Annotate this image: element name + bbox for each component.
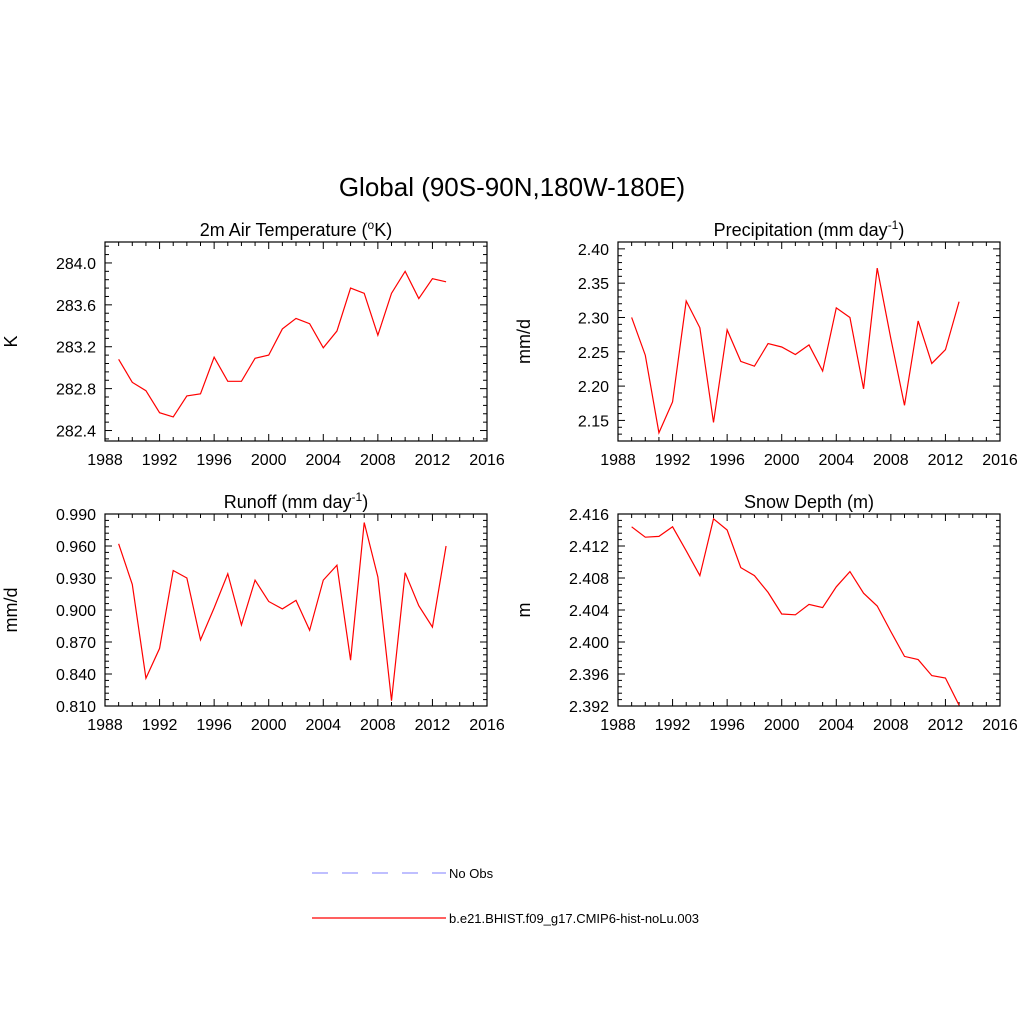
x-tick-label: 2008	[360, 717, 396, 734]
panels-group: 2m Air Temperature (oK) K 1988 1992 1996 2000…	[1, 218, 1018, 734]
x-tick-label: 2004	[305, 717, 341, 734]
x-tick-label: 2004	[305, 452, 341, 469]
x-tick-label: 2000	[251, 452, 287, 469]
y-tick-label: 0.810	[56, 699, 96, 716]
x-tick-label: 1996	[196, 452, 232, 469]
y-axis-label: m	[514, 603, 534, 618]
x-tick-label: 1988	[600, 717, 636, 734]
x-tick-label: 1996	[196, 717, 232, 734]
legend-label-2: b.e21.BHIST.f09_g17.CMIP6-hist-noLu.003	[449, 911, 699, 926]
x-tick-label: 1988	[600, 452, 636, 469]
panel-title-superscript: -1	[352, 490, 363, 504]
plot-frame	[104, 513, 488, 707]
y-tick-label: 2.35	[578, 276, 609, 293]
y-axis-label: K	[1, 335, 21, 347]
panel-title: Snow Depth (m)	[744, 492, 874, 512]
series-line-1	[631, 517, 960, 706]
y-tick-label: 2.40	[578, 242, 609, 259]
x-tick-label: 1992	[142, 452, 178, 469]
y-tick-label: 2.30	[578, 310, 609, 327]
y-tick-label: 2.396	[569, 667, 609, 684]
x-tick-label: 2016	[469, 452, 505, 469]
panel-title-suffix: )	[898, 220, 904, 240]
panel-title: Precipitation (mm day-1)	[714, 218, 905, 240]
y-axis-label: mm/d	[514, 319, 534, 364]
y-tick-label: 283.6	[56, 298, 96, 315]
plot-frame	[617, 241, 1001, 442]
x-tick-label: 2012	[928, 452, 964, 469]
y-tick-label: 0.840	[56, 667, 96, 684]
chart-panel-2: Precipitation (mm day-1) mm/d 1988 1992 1996…	[514, 218, 1018, 469]
x-tick-label: 2008	[873, 452, 909, 469]
x-tick-label: 1992	[655, 717, 691, 734]
chart-panel-4: Snow Depth (m) m 1988 1992 1996 2000 2004 2008 2…	[514, 492, 1018, 734]
x-tick-label: 1996	[709, 717, 745, 734]
y-tick-label: 2.392	[569, 699, 609, 716]
x-tick-label: 2016	[469, 717, 505, 734]
y-axis-label: mm/d	[1, 588, 21, 633]
x-tick-label: 1992	[142, 717, 178, 734]
y-tick-label: 2.412	[569, 539, 609, 556]
x-tick-label: 1988	[87, 452, 123, 469]
panel-title-suffix: K)	[374, 220, 392, 240]
y-tick-label: 282.8	[56, 382, 96, 399]
x-tick-label: 2000	[251, 717, 287, 734]
chart-panel-1: 2m Air Temperature (oK) K 1988 1992 1996 2000…	[1, 218, 505, 469]
x-tick-label: 2012	[415, 452, 451, 469]
panel-title-main: Precipitation (mm day	[714, 220, 888, 240]
y-tick-label: 0.900	[56, 603, 96, 620]
legend-label-1: No Obs	[449, 866, 494, 881]
series-line-1	[118, 522, 447, 701]
x-tick-label: 2016	[982, 717, 1018, 734]
x-tick-label: 2012	[415, 717, 451, 734]
y-tick-label: 2.25	[578, 345, 609, 362]
y-tick-label: 0.870	[56, 635, 96, 652]
y-tick-label: 2.408	[569, 571, 609, 588]
x-tick-label: 2004	[818, 452, 854, 469]
x-tick-label: 2016	[982, 452, 1018, 469]
y-tick-label: 0.930	[56, 571, 96, 588]
series-line-1	[631, 267, 960, 435]
x-tick-label: 2012	[928, 717, 964, 734]
y-tick-label: 282.4	[56, 424, 96, 441]
x-tick-label: 2008	[873, 717, 909, 734]
y-tick-label: 2.416	[569, 507, 609, 524]
y-tick-label: 0.990	[56, 507, 96, 524]
series-line-1	[118, 270, 447, 418]
panel-title-main: Snow Depth (m)	[744, 492, 874, 512]
x-tick-label: 2000	[764, 452, 800, 469]
legend: No Obs b.e21.BHIST.f09_g17.CMIP6-hist-noL…	[312, 866, 699, 926]
y-tick-label: 2.20	[578, 379, 609, 396]
y-tick-label: 2.404	[569, 603, 609, 620]
x-tick-label: 2004	[818, 717, 854, 734]
y-tick-label: 2.400	[569, 635, 609, 652]
panel-title: 2m Air Temperature (oK)	[200, 218, 392, 240]
y-tick-label: 2.15	[578, 413, 609, 430]
x-tick-label: 1996	[709, 452, 745, 469]
panel-title-superscript: o	[368, 218, 375, 232]
y-tick-label: 0.960	[56, 539, 96, 556]
plot-frame	[104, 241, 488, 442]
chart-panel-3: Runoff (mm day-1) mm/d 1988 1992 1996 2000 200…	[1, 490, 505, 734]
panel-title-suffix: )	[362, 492, 368, 512]
figure-title: Global (90S-90N,180W-180E)	[339, 172, 685, 202]
panel-title-superscript: -1	[888, 218, 899, 232]
x-tick-label: 2000	[764, 717, 800, 734]
x-tick-label: 2008	[360, 452, 396, 469]
x-tick-label: 1988	[87, 717, 123, 734]
panel-title-main: Runoff (mm day	[224, 492, 352, 512]
y-tick-label: 283.2	[56, 340, 96, 357]
x-tick-label: 1992	[655, 452, 691, 469]
y-tick-label: 284.0	[56, 256, 96, 273]
panel-title-main: 2m Air Temperature (	[200, 220, 368, 240]
panel-title: Runoff (mm day-1)	[224, 490, 368, 512]
